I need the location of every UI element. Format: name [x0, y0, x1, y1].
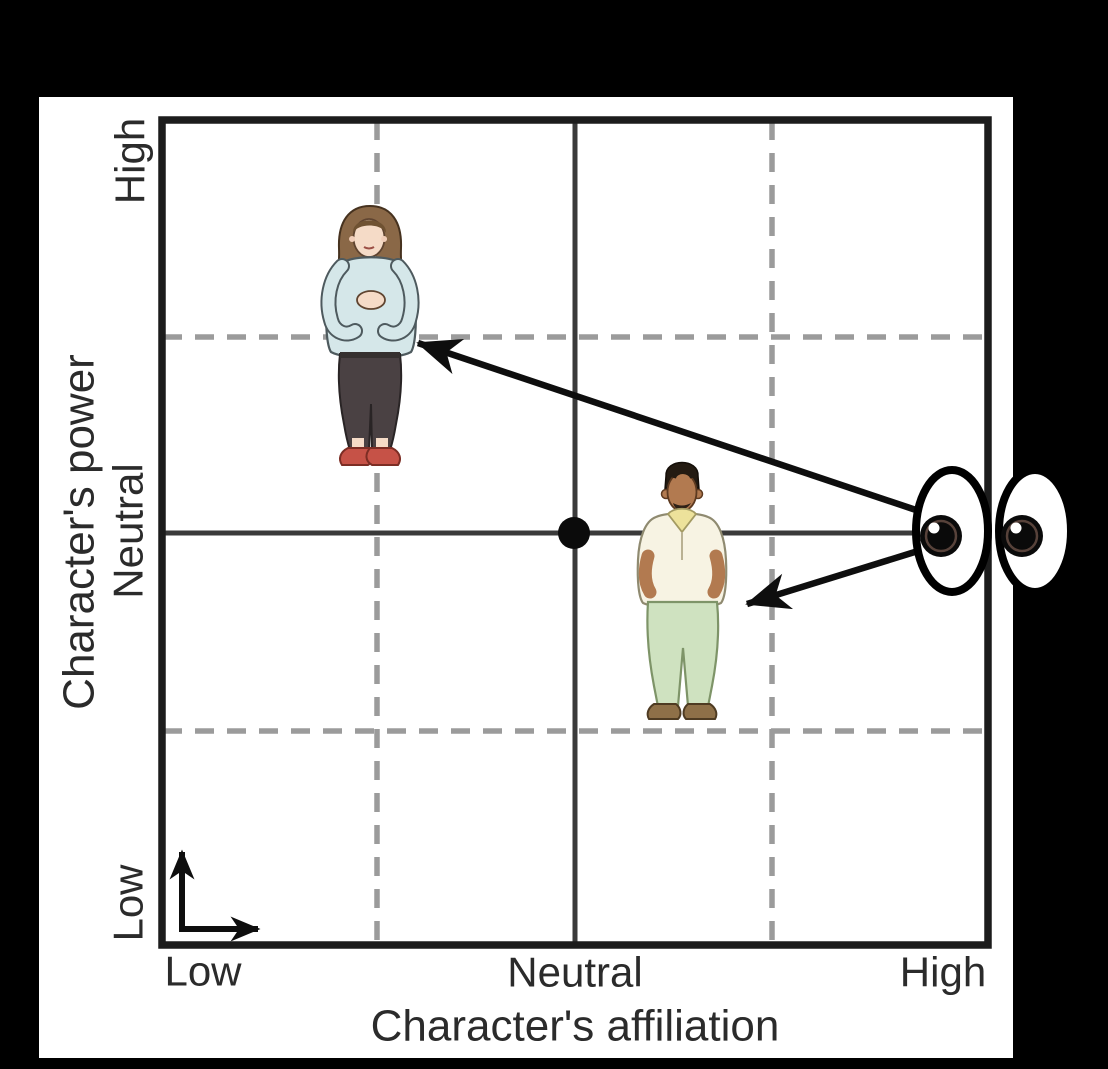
man-face: [666, 472, 698, 512]
man-polo-shirt: [636, 512, 728, 610]
man-right-forearm: [707, 549, 726, 599]
eye-right-highlight: [1010, 522, 1022, 534]
eye-left-highlight: [928, 522, 940, 534]
woman-pants: [337, 353, 403, 451]
y-tick-low: Low: [105, 864, 152, 942]
observer-eyes-icon: [912, 466, 1075, 596]
origin-dot: [558, 517, 590, 549]
x-axis-title: Character's affiliation: [371, 1002, 780, 1051]
x-tick-low: Low: [164, 948, 242, 995]
woman-belt: [340, 352, 400, 358]
man-right-shoe: [682, 703, 718, 720]
woman-ears: [349, 236, 388, 242]
eye-left-iris-ring: [924, 519, 958, 553]
gaze-arrow-to-man: [745, 547, 919, 610]
y-tick-neutral: Neutral: [105, 463, 152, 598]
eye-right-iris-ring: [1005, 519, 1039, 553]
man-character: [636, 461, 728, 720]
woman-bangs: [352, 220, 387, 233]
eye-left: [912, 466, 992, 596]
woman-mouth: [363, 246, 375, 250]
gaze-arrow-to-woman: [416, 338, 918, 514]
woman-right-arm: [379, 260, 418, 340]
woman-left-arm: [322, 260, 361, 340]
woman-right-shoe: [365, 447, 401, 466]
man-hairline: [672, 470, 694, 479]
man-left-forearm: [638, 549, 657, 599]
y-tick-high: High: [107, 118, 154, 204]
figure-canvas: [39, 97, 1013, 1058]
axis-direction-indicator: [169, 849, 261, 942]
man-pants: [646, 600, 720, 708]
woman-character: [320, 204, 420, 466]
y-axis-title: Character's power: [55, 354, 104, 710]
x-tick-neutral: Neutral: [507, 949, 642, 996]
x-tick-high: High: [900, 949, 986, 996]
eye-right: [995, 466, 1075, 596]
man-collar: [666, 507, 698, 534]
man-left-shoe: [646, 703, 682, 720]
woman-clasped-hands: [356, 290, 386, 310]
